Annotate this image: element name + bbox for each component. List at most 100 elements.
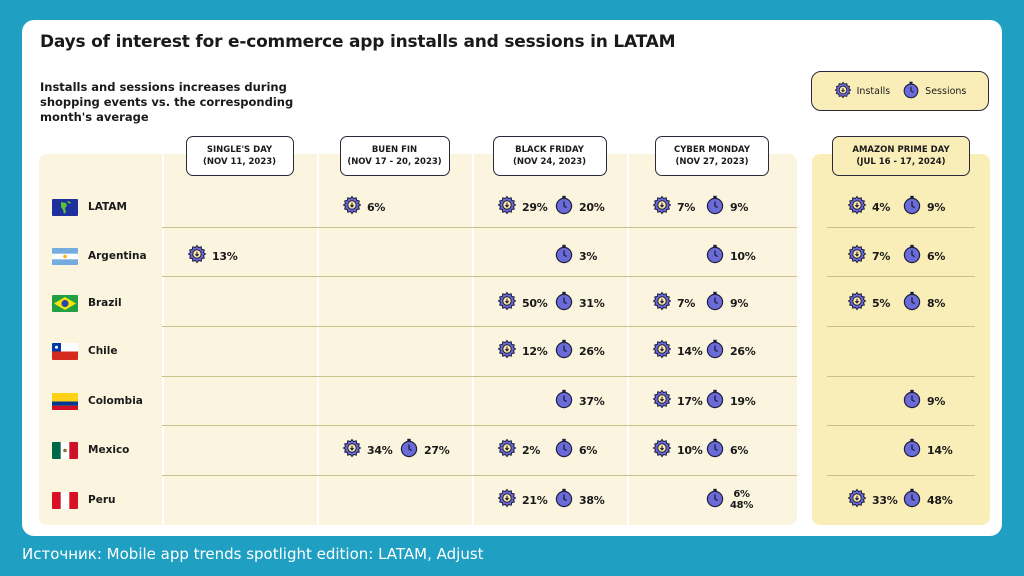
metric-label: 33% (872, 493, 898, 507)
legend-installs: Installs (834, 81, 891, 102)
country-name: Mexico (88, 444, 130, 456)
stopwatch-icon (554, 389, 574, 413)
metric-label: 5% (872, 296, 891, 310)
row-divider (827, 376, 975, 377)
event-header-buen-fin: BUEN FIN (NOV 17 - 20, 2023) (339, 136, 450, 176)
row-divider (162, 376, 797, 377)
sessions-value: 3% (554, 245, 597, 267)
sessions-value: 31% (554, 291, 605, 315)
event-name: BLACK FRIDAY (515, 145, 584, 155)
stopwatch-icon (399, 438, 419, 462)
metric-label: 20% (579, 200, 605, 214)
source-caption: Источник: Mobile app trends spotlight ed… (22, 545, 484, 563)
row-divider (827, 227, 975, 228)
metric-label: 9% (730, 200, 749, 214)
metric-label: 7% (677, 200, 696, 214)
sessions-value: 6% (705, 439, 748, 461)
stopwatch-icon (705, 488, 725, 512)
event-dates: (NOV 24, 2023) (512, 157, 587, 167)
sessions-value: 20% (554, 195, 605, 219)
sessions-value: 9% (705, 196, 748, 218)
country-argentina: Argentina (52, 246, 147, 266)
gear-icon (497, 339, 517, 363)
legend-installs-label: Installs (856, 85, 891, 97)
sessions-value: 6% (554, 439, 597, 461)
metric-label: 6% (579, 443, 598, 457)
metric-label: 17% (677, 394, 703, 408)
metric-label: 26% (730, 344, 756, 358)
gear-icon (187, 244, 207, 268)
installs-value: 6% (342, 196, 385, 218)
legend-sessions-label: Sessions (925, 85, 967, 97)
installs-value: 50% (497, 292, 548, 314)
sessions-value: 6% 48% (705, 489, 753, 511)
metric-label: 6% (730, 443, 749, 457)
event-header-black-friday: BLACK FRIDAY (NOV 24, 2023) (492, 136, 607, 176)
gear-icon (652, 195, 672, 219)
sessions-value: 19% (705, 390, 756, 412)
country-colombia: Colombia (52, 391, 143, 411)
column-separator (317, 154, 319, 525)
country-brazil: Brazil (52, 293, 122, 313)
metric-label: 19% (730, 394, 756, 408)
sessions-value: 9% (705, 292, 748, 314)
country-name: Brazil (88, 297, 122, 309)
metric-label: 27% (424, 443, 450, 457)
row-divider (162, 227, 797, 228)
country-name: Chile (88, 345, 118, 357)
flag-icon (52, 198, 78, 216)
sessions-value: 38% (554, 489, 605, 511)
metric-label: 13% (212, 249, 238, 263)
chart-title: Days of interest for e-commerce app inst… (40, 32, 676, 52)
sessions-value: 6% (902, 245, 945, 267)
metric-label: 6% 48% (730, 489, 754, 511)
metric-label: 14% (677, 344, 703, 358)
flag-icon (52, 247, 78, 265)
installs-value: 34% (342, 438, 393, 462)
stopwatch-icon (554, 339, 574, 363)
stopwatch-icon (554, 291, 574, 315)
installs-value: 12% (497, 339, 548, 363)
stopwatch-icon (902, 389, 922, 413)
country-name: Peru (88, 494, 116, 506)
country-name: Argentina (88, 250, 147, 262)
metric-label: 29% (522, 200, 548, 214)
country-name: Colombia (88, 395, 143, 407)
stopwatch-icon (554, 195, 574, 219)
event-header-single-s-day: SINGLE'S DAY (NOV 11, 2023) (185, 136, 294, 176)
installs-value: 29% (497, 195, 548, 219)
metric-label: 10% (730, 249, 756, 263)
installs-value: 7% (847, 245, 890, 267)
metric-label: 3% (579, 249, 598, 263)
gear-icon (834, 81, 852, 102)
stopwatch-icon (902, 195, 922, 219)
installs-value: 13% (187, 244, 238, 268)
metric-label: 6% (927, 249, 946, 263)
chart-subtitle: Installs and sessions increases during s… (40, 80, 294, 124)
gear-icon (342, 438, 362, 462)
installs-value: 2% (497, 439, 540, 461)
event-header-amazon-prime-day: AMAZON PRIME DAY (JUL 16 - 17, 2024) (832, 136, 970, 176)
column-separator (627, 154, 629, 525)
event-dates: (NOV 11, 2023) (202, 157, 277, 167)
gear-icon (847, 195, 867, 219)
metric-label: 9% (927, 200, 946, 214)
column-separator (472, 154, 474, 525)
installs-value: 14% (652, 340, 703, 362)
sessions-value: 9% (902, 390, 945, 412)
country-chile: Chile (52, 341, 118, 361)
gear-icon (497, 195, 517, 219)
event-dates: (NOV 17 - 20, 2023) (347, 157, 442, 167)
metric-label: 6% (367, 200, 386, 214)
event-name: BUEN FIN (371, 145, 418, 155)
row-divider (162, 326, 797, 327)
sessions-value: 27% (399, 438, 450, 462)
installs-value: 17% (652, 390, 703, 412)
metric-label: 7% (677, 296, 696, 310)
sessions-value: 26% (705, 340, 756, 362)
flag-icon (52, 491, 78, 509)
installs-value: 7% (652, 196, 695, 218)
row-divider (827, 276, 975, 277)
amazon-prime-panel (812, 154, 990, 525)
event-name: AMAZON PRIME DAY (852, 145, 950, 155)
